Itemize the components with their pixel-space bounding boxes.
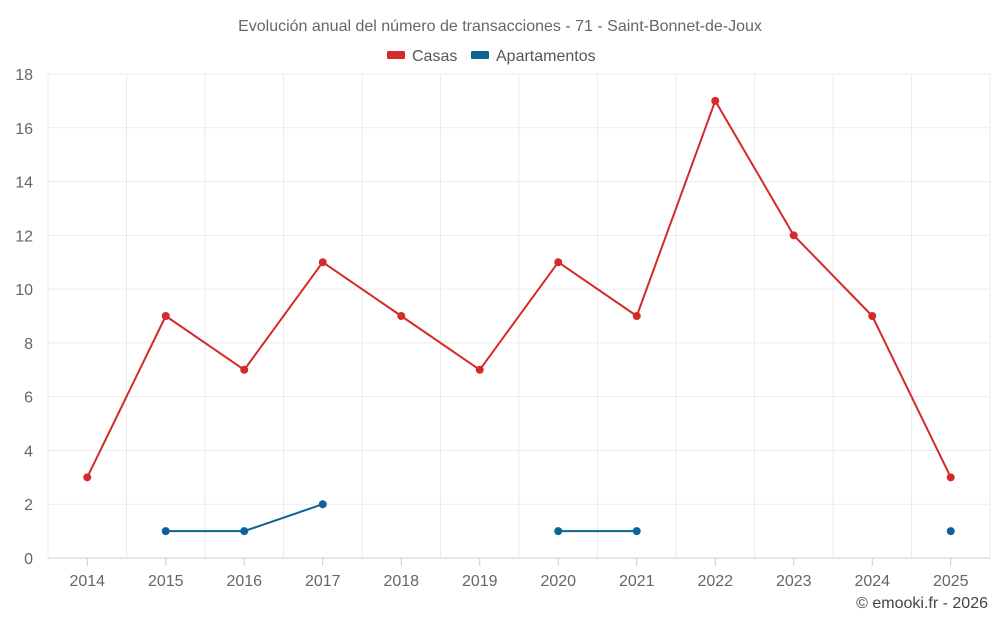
data-point-apartamentos-2015[interactable] <box>161 527 170 536</box>
x-tick-label: 2020 <box>540 573 576 590</box>
y-tick-label: 16 <box>15 121 33 138</box>
y-tick-label: 18 <box>15 67 33 84</box>
data-point-casas-2017[interactable] <box>318 258 327 267</box>
data-point-casas-2016[interactable] <box>240 365 249 374</box>
x-tick-label: 2014 <box>69 573 105 590</box>
x-tick-label: 2023 <box>776 573 812 590</box>
legend-item-apartamentos[interactable]: Apartamentos <box>471 48 596 65</box>
data-point-apartamentos-2025[interactable] <box>946 527 955 536</box>
y-tick-label: 4 <box>24 443 33 460</box>
series <box>83 96 955 536</box>
y-tick-label: 2 <box>24 497 33 514</box>
series-apartamentos <box>161 500 955 536</box>
series-casas <box>83 96 955 482</box>
x-tick-label: 2024 <box>854 573 890 590</box>
series-line-apartamentos <box>165 503 324 533</box>
x-tick-label: 2021 <box>619 573 655 590</box>
x-tick-label: 2017 <box>305 573 341 590</box>
legend-label-apartamentos: Apartamentos <box>496 48 596 65</box>
chart-title: Evolución anual del número de transaccio… <box>238 18 762 35</box>
x-tick-label: 2018 <box>383 573 419 590</box>
data-point-casas-2015[interactable] <box>161 312 170 320</box>
data-point-casas-2021[interactable] <box>632 312 641 320</box>
y-tick-label: 6 <box>24 390 33 407</box>
legend: Casas Apartamentos <box>387 48 596 65</box>
data-point-casas-2020[interactable] <box>554 258 563 267</box>
x-tick-label: 2019 <box>462 573 498 590</box>
legend-swatch-casas <box>387 51 405 59</box>
data-point-casas-2025[interactable] <box>946 473 955 482</box>
data-point-casas-2019[interactable] <box>475 365 484 374</box>
y-tick-label: 14 <box>15 175 33 192</box>
legend-label-casas: Casas <box>412 48 457 65</box>
credit-text: © emooki.fr - 2026 <box>856 595 988 612</box>
x-tick-label: 2025 <box>933 573 969 590</box>
legend-swatch-apartamentos <box>471 51 489 59</box>
data-point-casas-2022[interactable] <box>711 96 720 105</box>
y-tick-label: 10 <box>15 282 33 299</box>
data-point-apartamentos-2017[interactable] <box>318 500 327 509</box>
series-line-casas <box>86 99 952 478</box>
data-point-casas-2023[interactable] <box>789 231 798 240</box>
y-tick-label: 8 <box>24 336 33 353</box>
axes: 0 2 4 6 8 10 12 14 16 18 2014 2015 2016 2017 2018 2019 2… <box>15 67 990 590</box>
data-point-apartamentos-2020[interactable] <box>554 527 563 536</box>
data-point-apartamentos-2021[interactable] <box>632 527 641 536</box>
data-point-casas-2018[interactable] <box>397 312 406 320</box>
y-tick-label: 12 <box>15 228 33 245</box>
data-point-apartamentos-2016[interactable] <box>240 527 249 536</box>
x-tick-label: 2022 <box>697 573 733 590</box>
y-tick-label: 0 <box>24 551 33 568</box>
x-tick-label: 2016 <box>226 573 262 590</box>
data-point-casas-2024[interactable] <box>868 312 877 320</box>
data-point-casas-2014[interactable] <box>83 473 92 482</box>
legend-item-casas[interactable]: Casas <box>387 48 457 65</box>
x-tick-label: 2015 <box>148 573 184 590</box>
